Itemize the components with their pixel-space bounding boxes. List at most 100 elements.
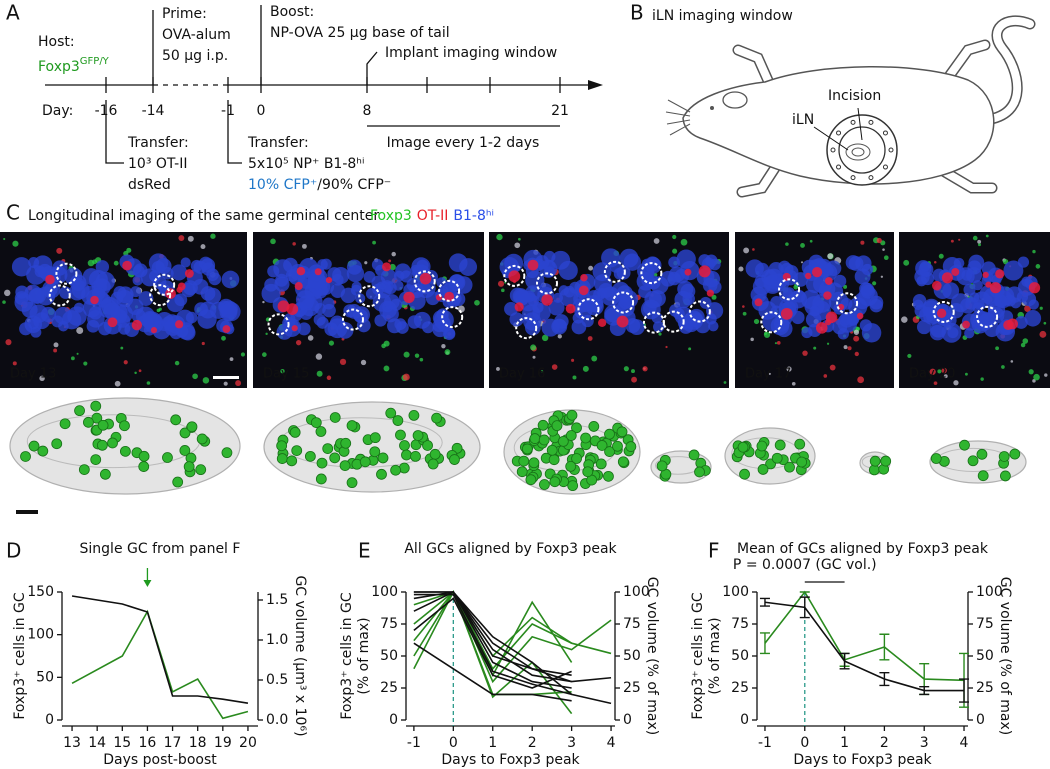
foxp3-outline	[976, 305, 999, 328]
foxp3-cell	[757, 464, 769, 475]
foxp3-cell	[1000, 470, 1011, 482]
b-cell	[425, 291, 440, 306]
foxp3-cell	[525, 474, 537, 486]
foxp3-outline	[662, 310, 685, 333]
speck	[950, 239, 954, 243]
day-number: -14	[142, 103, 165, 119]
foxp3-cell	[604, 446, 615, 457]
b-cell	[267, 265, 280, 278]
speck	[943, 374, 948, 379]
y2-tick-label: 100	[623, 584, 650, 600]
y-tick-label: 0	[45, 712, 54, 728]
speck	[53, 348, 58, 353]
speck	[623, 366, 629, 372]
foxp3-cell	[930, 453, 942, 464]
x-tick-label: 1	[488, 735, 497, 751]
y-tick-label: 150	[27, 584, 54, 600]
foxp3-cell	[959, 439, 970, 451]
x-tick-label: 0	[449, 735, 458, 751]
ot-ii-cell	[514, 302, 524, 312]
legend-entry: OT-II	[417, 208, 449, 224]
b-cell	[407, 315, 422, 329]
speck	[39, 375, 45, 382]
speck	[383, 365, 390, 372]
b-cell	[285, 269, 299, 282]
ot-ii-cell	[823, 291, 832, 300]
b-cell	[770, 305, 783, 318]
day-label: Day 15	[263, 367, 309, 382]
b-cell	[350, 284, 362, 296]
y-axis-label: Foxp3⁺ cells in GC	[339, 592, 355, 720]
speck	[571, 358, 575, 362]
b-cell	[346, 259, 363, 275]
b-cell	[221, 270, 240, 289]
x-tick-label: 13	[63, 735, 81, 751]
ot-ii-cell	[184, 269, 194, 278]
b-cell	[967, 260, 982, 275]
speck	[372, 240, 376, 245]
foxp3-cell	[286, 455, 298, 467]
foxp3-cell	[449, 454, 460, 465]
x-tick-label: -1	[758, 735, 772, 751]
speck	[1001, 365, 1005, 369]
speck	[1033, 373, 1040, 381]
foxp3-cell	[408, 409, 420, 421]
foxp3-cell	[656, 460, 668, 472]
speck	[501, 288, 505, 293]
foxp3-cell	[976, 448, 988, 460]
foxp3-outline	[760, 311, 783, 334]
foxp3-cell	[329, 412, 341, 423]
y-axis-label: (% of max)	[707, 617, 723, 694]
foxp3-cell	[186, 421, 198, 433]
scale-bar	[213, 376, 239, 379]
foxp3-outline	[535, 272, 558, 295]
speck	[174, 360, 180, 366]
imaging-window-inner	[838, 126, 886, 174]
ot-ii-cell	[508, 270, 521, 283]
speck	[829, 364, 836, 371]
speck	[1035, 264, 1041, 269]
legend: Foxp3 OT-II B1-8ʰⁱ	[370, 208, 494, 224]
speck	[146, 381, 151, 385]
day-label: Day:	[42, 103, 73, 119]
speck	[680, 238, 688, 246]
b-cell	[67, 306, 87, 326]
foxp3-cell	[162, 452, 173, 463]
speck	[530, 344, 537, 351]
speck	[809, 239, 813, 243]
foxp3-cell	[315, 426, 327, 437]
foxp3-cell	[737, 441, 749, 453]
error-bar	[799, 596, 810, 619]
foxp3-cell	[539, 479, 550, 490]
speck	[221, 335, 226, 341]
x-axis-label: Days to Foxp3 peak	[793, 752, 932, 768]
foxp3-cell	[369, 446, 381, 458]
foxp3-cell	[603, 470, 614, 482]
whisker	[666, 119, 691, 125]
foxp3-cell	[967, 455, 979, 467]
ot-ii-cell	[985, 281, 992, 288]
b-cell	[295, 290, 315, 310]
foxp3-cell	[395, 429, 406, 441]
foxp3-cell	[796, 456, 808, 468]
mouse-eye	[710, 106, 714, 110]
speck	[56, 247, 63, 254]
speck	[802, 350, 808, 356]
transfer-cells: 5x10⁵ NP⁺ B1-8ʰⁱ	[248, 156, 364, 172]
foxp3-cell	[595, 458, 607, 470]
foxp3-cell	[580, 432, 592, 444]
ot-ii-cell	[150, 327, 158, 334]
b-cell	[170, 264, 188, 281]
foxp3-cell	[557, 435, 569, 447]
b-cell	[393, 280, 404, 291]
mouse-limb	[941, 168, 996, 192]
speck	[229, 357, 234, 361]
foxp3-cell	[588, 421, 600, 432]
series-line	[452, 591, 612, 671]
ot-ii-cell	[698, 265, 711, 278]
speck	[653, 238, 660, 244]
b-cell	[625, 318, 641, 333]
foxp3-cell	[170, 414, 182, 426]
b-cell	[548, 299, 565, 316]
foxp3-outline	[441, 306, 464, 329]
